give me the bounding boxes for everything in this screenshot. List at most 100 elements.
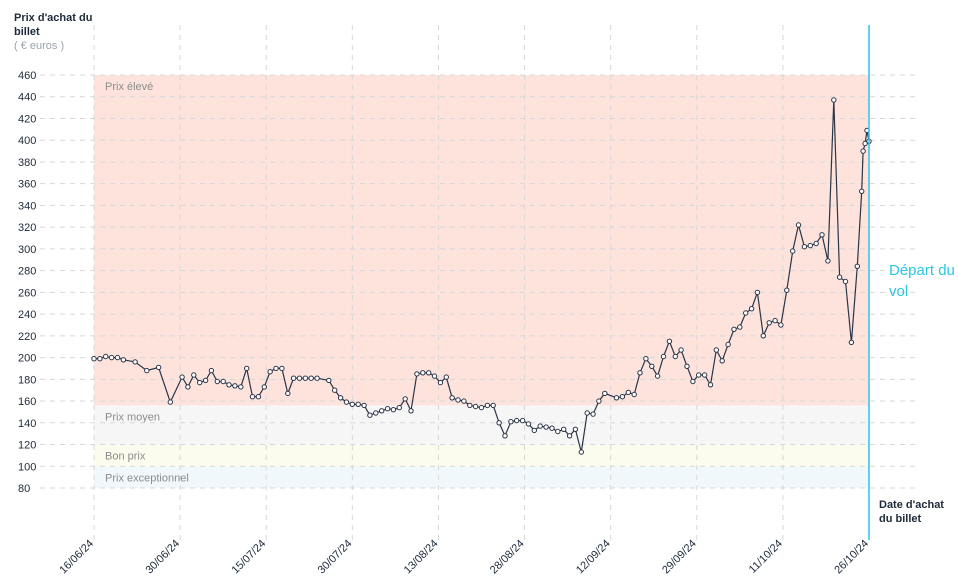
data-point [743,310,749,316]
x-axis-ticks: 16/06/24 30/06/24 15/07/24 30/07/24 13/08/24… [57,538,871,577]
data-point [613,395,620,401]
y-axis-ticks: 80 100 120 140 160 180 200 220 240 260 280 300 320 34… [18,70,36,495]
data-point [831,97,837,103]
data-point [244,365,250,372]
data-point [379,408,385,414]
data-point [185,384,191,390]
data-point [854,263,860,269]
data-point [701,372,708,378]
data-point [472,403,479,410]
departure-label: Départ du vol [889,262,955,300]
data-point [836,274,843,280]
zone-band-3 [94,466,869,488]
data-point [326,377,332,384]
data-point [308,375,314,381]
data-point [414,371,420,377]
data-point [725,341,731,348]
data-point [449,395,455,401]
data-point [537,423,543,429]
data-point [549,425,555,431]
zone-label-0: Prix élevé [105,81,153,93]
x-axis-title: Date d'achat du billet [879,499,944,525]
price-series [91,97,872,455]
data-point [801,244,808,250]
y-tick-label: 180 [18,374,36,386]
data-point [754,289,761,296]
y-tick-label: 160 [18,396,36,408]
x-tick-label: 29/09/24 [660,538,699,577]
data-point [590,411,596,417]
data-point [179,374,185,380]
data-point [455,397,461,403]
y-tick-label: 280 [18,266,36,278]
data-point [285,390,291,397]
data-point [390,407,397,413]
zone-band-2 [94,444,869,467]
data-point [279,365,285,372]
data-point [596,398,602,404]
x-tick-label: 30/07/24 [316,538,355,577]
data-point [478,404,485,411]
data-point [660,353,667,360]
data-point [572,426,579,432]
data-point [637,370,643,376]
data-point [361,402,367,409]
x-tick-label: 28/08/24 [488,538,527,577]
data-point [859,188,865,195]
data-point [731,326,737,332]
data-point [132,359,138,365]
data-point [490,402,496,409]
data-point [402,396,408,402]
data-point [713,347,719,353]
data-point [226,382,232,388]
data-point [719,358,725,364]
data-point [232,383,238,389]
data-point [461,398,467,404]
x-tick-label: 30/06/24 [143,538,182,577]
data-point [860,148,866,154]
data-point [337,395,344,401]
data-point [97,356,103,362]
zone-band-0 [94,75,869,406]
price-zones: Prix élevé Prix moyen Bon prix Prix excepti… [94,75,869,488]
y-axis-unit: ( € euros ) [14,40,65,52]
data-point [508,419,514,425]
data-point [255,394,262,400]
data-point [384,406,391,412]
data-point [467,402,473,409]
y-tick-label: 240 [18,309,36,321]
y-tick-label: 100 [18,461,36,473]
data-point [555,428,561,435]
data-point [525,421,532,427]
data-point [267,369,273,375]
data-point [197,379,203,386]
data-point [707,382,714,388]
data-point [314,375,320,381]
x-tick-label: 26/10/24 [832,538,871,577]
data-point [672,353,678,360]
data-point [643,356,649,362]
data-point [261,384,267,390]
zone-label-2: Bon prix [105,451,146,463]
x-tick-label: 15/07/24 [230,538,269,577]
y-tick-label: 320 [18,222,36,234]
data-point [355,401,361,407]
data-point [578,449,584,455]
data-point [426,370,432,376]
data-point [813,240,819,247]
data-point [367,412,373,418]
grid-lines [40,25,918,540]
data-point [332,387,338,393]
data-point [842,278,849,285]
data-point [373,410,379,416]
data-point [862,140,868,147]
data-point [543,424,549,430]
data-point [696,372,702,378]
data-point [619,394,626,400]
data-point [625,389,631,396]
data-point [772,317,778,324]
data-point [396,404,402,411]
data-point [848,339,855,346]
